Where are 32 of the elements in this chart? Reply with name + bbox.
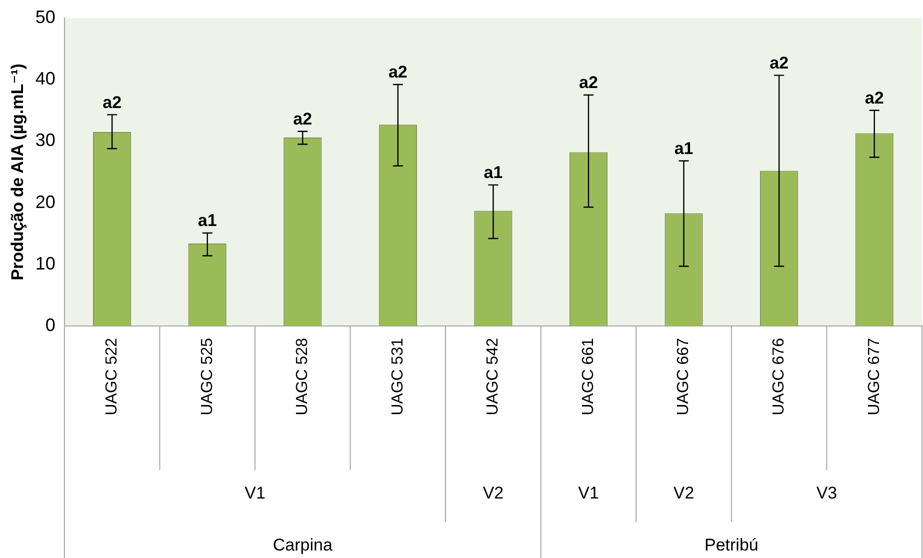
annotation: a2 xyxy=(864,88,884,108)
x-tick-label: UAGC 667 xyxy=(675,338,692,416)
text: V3 xyxy=(816,484,838,503)
x-tick-label: UAGC 661 xyxy=(580,338,597,416)
annotation: a1 xyxy=(198,211,217,230)
annotation: a2 xyxy=(293,110,312,129)
text: V1 xyxy=(578,484,599,503)
x-tick-label: UAGC 677 xyxy=(866,338,883,416)
annotation: a2 xyxy=(388,62,408,82)
annotation: a1 xyxy=(674,139,694,158)
text: V2 xyxy=(673,484,694,503)
text: V1 xyxy=(244,484,266,503)
y-tick-label: 30 xyxy=(35,130,56,150)
y-axis-title: Produção de AIA (µg.mL⁻¹) xyxy=(8,64,27,280)
x-tick-label: UAGC 542 xyxy=(484,338,502,416)
x-tick-label: UAGC 522 xyxy=(103,338,120,416)
y-tick-label: 50 xyxy=(35,6,56,27)
y-tick-label: 0 xyxy=(45,314,56,335)
annotation: a2 xyxy=(102,92,122,112)
annotation: a2 xyxy=(770,53,789,72)
x-tick-label: UAGC 525 xyxy=(198,338,216,416)
text: V2 xyxy=(482,484,504,503)
annotation: a1 xyxy=(484,163,503,182)
y-tick-label: 40 xyxy=(35,68,56,89)
text: Petribú xyxy=(704,536,758,555)
y-tick-label: 10 xyxy=(35,253,56,274)
x-tick-label: UAGC 528 xyxy=(294,338,312,416)
text: Carpina xyxy=(272,536,333,555)
x-tick-label: UAGC 676 xyxy=(770,338,788,416)
annotation: a2 xyxy=(579,73,598,92)
x-tick-label: UAGC 531 xyxy=(389,338,406,416)
y-tick-label: 20 xyxy=(35,192,56,212)
